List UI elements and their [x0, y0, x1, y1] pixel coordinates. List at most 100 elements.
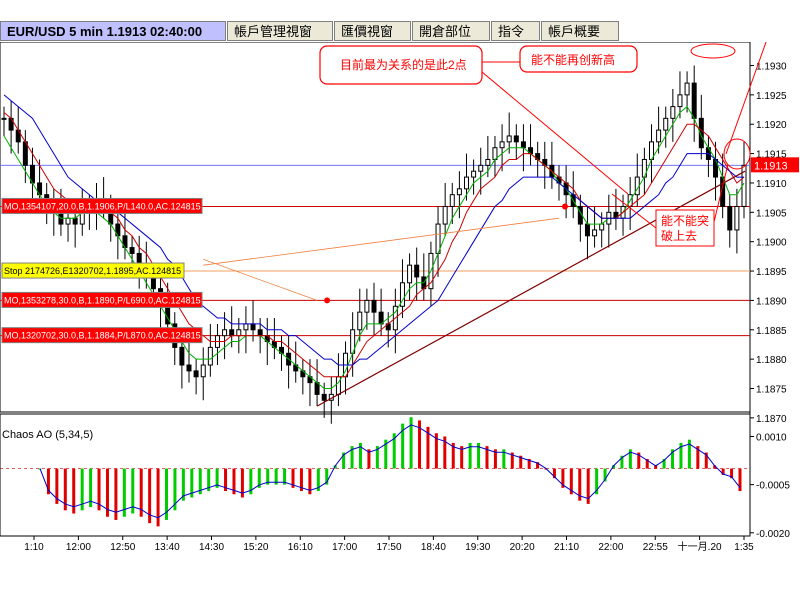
ao-bar-up: [190, 468, 194, 498]
x-tick-label: 17:50: [376, 542, 401, 553]
candle-bull: [506, 135, 512, 143]
ao-bar-down: [578, 468, 582, 501]
price-y-tick-label: 1.1885: [756, 326, 787, 337]
ao-bar-up: [687, 439, 691, 469]
ao-bar-up: [409, 417, 413, 469]
tab-account-summary[interactable]: 帳戶概要: [541, 21, 619, 41]
ao-bar-down: [696, 446, 700, 469]
candle-bear: [186, 364, 192, 372]
open-order-label[interactable]: MO,1320702,30.0,B,1.1884,P/L870.0,AC.124…: [4, 331, 201, 341]
ao-bar-down: [426, 426, 430, 469]
candle-bull: [478, 164, 484, 172]
candle-bull: [442, 205, 448, 225]
x-tick-label: 16:10: [288, 542, 313, 553]
stop-to-order-connector: [203, 217, 560, 266]
candle-bear: [584, 223, 590, 237]
ao-plot-area[interactable]: [0, 413, 751, 537]
ao-bar-down: [291, 468, 295, 488]
open-order-label[interactable]: MO,1354107,20.0,B,1.1906,P/L140.0,AC.124…: [4, 201, 201, 211]
ao-signal-line: [39, 424, 741, 519]
candle-bear: [193, 370, 199, 378]
ao-bar-up: [628, 449, 632, 469]
candle-bull: [485, 158, 491, 166]
ao-bar-up: [358, 442, 362, 469]
candle-bear: [727, 205, 733, 231]
x-tick-label: 12:50: [110, 542, 135, 553]
ao-bar-up: [468, 442, 472, 469]
ao-bar-up: [80, 468, 84, 511]
x-tick-label: 18:40: [421, 542, 446, 553]
x-tick-label: 19:30: [465, 542, 490, 553]
x-tick-label: 12:00: [66, 542, 91, 553]
candle-bull: [243, 323, 249, 331]
annotation-pointer: [481, 71, 629, 195]
tab-eurusd-chart[interactable]: EUR/USD 5 min 1.1913 02:40:00: [0, 21, 226, 41]
ao-bar-down: [240, 468, 244, 498]
ao-bar-down: [561, 468, 565, 488]
price-y-tick-label: 1.1905: [756, 208, 787, 219]
moving-average-blue: [3, 94, 744, 366]
x-tick-label: 17:00: [332, 542, 357, 553]
stop-order-label-bg[interactable]: [1, 262, 185, 279]
candle-bull: [456, 188, 462, 196]
ao-bar-up: [122, 468, 126, 517]
candle-bull: [364, 299, 370, 313]
stop-order-label[interactable]: Stop 2174726,E1320702,1.1895,AC.124815: [4, 266, 181, 276]
ao-bar-up: [215, 468, 219, 488]
ao-bar-down: [434, 433, 438, 469]
tab-orders[interactable]: 指令: [491, 21, 540, 41]
ao-bar-up: [131, 468, 135, 514]
candle-bear: [22, 141, 28, 166]
tab-open-positions[interactable]: 開倉部位: [412, 21, 490, 41]
annotation-box-two-points: [319, 45, 483, 85]
new-high-ellipse: [690, 43, 736, 59]
open-order-label[interactable]: MO,1353278,30.0,B,1.1890,P/L690.0,AC.124…: [4, 295, 201, 305]
candle-bear: [179, 346, 185, 366]
breakout-arrow: [725, 42, 767, 155]
candle-bull: [599, 223, 605, 231]
price-chart[interactable]: 1.1930 1.1925 1.1920 1.1915 1.1910 1.1905 1.19…: [0, 42, 800, 554]
connector-dot: [324, 297, 331, 304]
ao-bar-down: [72, 468, 76, 514]
candle-bull: [656, 129, 662, 143]
ao-bar-up: [350, 446, 354, 469]
price-y-tick-label: 1.1920: [756, 120, 787, 131]
stop-to-order-connector: [203, 258, 318, 301]
ao-bar-down: [721, 468, 725, 475]
price-y-tick-label: 1.1925: [756, 91, 787, 102]
candle-bear: [513, 135, 519, 143]
ao-bar-up: [342, 452, 346, 469]
ao-bar-up: [316, 468, 320, 492]
annotation-pointer: [713, 163, 729, 223]
candle-bull: [499, 141, 505, 149]
ao-bar-up: [283, 468, 287, 485]
candle-bull: [357, 311, 363, 331]
open-order-label-bg[interactable]: [1, 327, 203, 344]
tab-account-management[interactable]: 帳戶管理視窗: [227, 21, 333, 41]
candle-bull: [663, 117, 669, 131]
ao-bar-up: [477, 442, 481, 469]
open-order-label-bg[interactable]: [1, 197, 203, 214]
ao-bar-up: [89, 468, 93, 508]
ao-bar-up: [198, 468, 202, 495]
ao-bar-down: [730, 468, 734, 479]
price-y-tick-label: 1.1890: [756, 296, 787, 307]
open-order-label-bg[interactable]: [1, 291, 203, 308]
tab-quote-window[interactable]: 匯價視窗: [334, 21, 411, 41]
ao-bar-down: [46, 468, 50, 495]
current-price-label: 1.1913: [754, 160, 788, 172]
ao-bar-down: [299, 468, 303, 492]
candle-bear: [321, 393, 327, 401]
candle-bull: [222, 329, 228, 337]
ao-bar-down: [55, 468, 59, 504]
price-y-tick-label: 1.1915: [756, 150, 787, 161]
x-tick-label: 十一月.20: [678, 540, 722, 553]
annotation-new-high: 能不能再创新高: [531, 52, 615, 67]
ao-bar-down: [114, 468, 118, 520]
ao-bar-up: [401, 423, 405, 469]
candle-bear: [72, 217, 78, 225]
price-y-tick-label: 1.1900: [756, 238, 787, 249]
ao-bar-down: [510, 452, 514, 469]
connector-dot: [562, 203, 568, 210]
ao-bar-down: [645, 458, 649, 469]
